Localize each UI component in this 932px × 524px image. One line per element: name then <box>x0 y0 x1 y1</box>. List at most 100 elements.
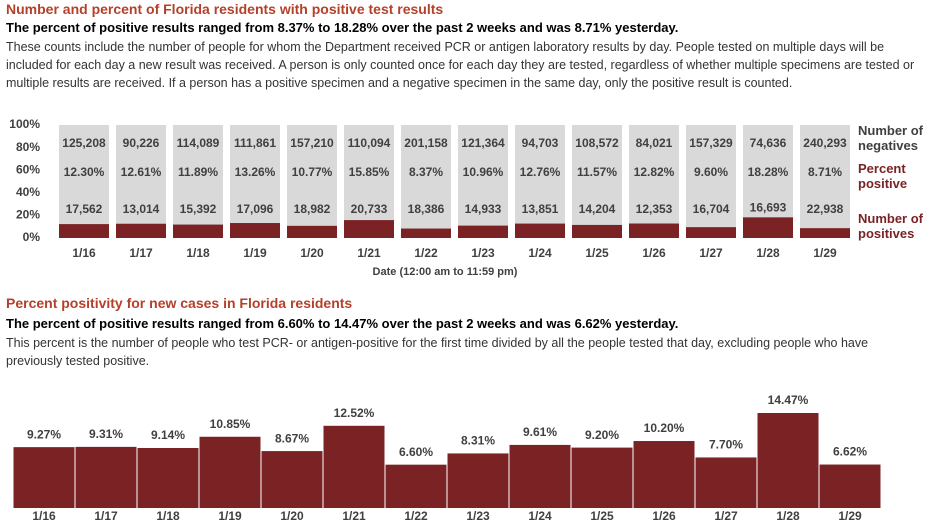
bar-background <box>173 125 223 238</box>
positives-label: 16,693 <box>750 201 787 215</box>
chart-title: Percent positivity for new cases in Flor… <box>6 295 353 311</box>
chart-title: Number and percent of Florida residents … <box>6 1 444 17</box>
y-tick-label: 20% <box>16 208 40 222</box>
positives-label: 17,096 <box>237 202 274 216</box>
x-tick-label: 1/17 <box>94 509 118 523</box>
x-tick-label: 1/27 <box>714 509 738 523</box>
x-tick-label: 1/29 <box>838 509 862 523</box>
bar <box>757 413 819 508</box>
percent-label: 9.60% <box>694 165 728 179</box>
value-label: 9.20% <box>585 428 619 442</box>
bar-background <box>572 125 622 238</box>
value-label: 14.47% <box>768 393 809 407</box>
percent-label: 18.28% <box>748 165 789 179</box>
bar <box>695 457 757 508</box>
chart-description: These counts include the number of peopl… <box>6 40 915 90</box>
positives-label: 13,014 <box>123 202 160 216</box>
bar <box>230 223 280 238</box>
x-tick-label: 1/26 <box>642 246 666 260</box>
x-tick-label: 1/16 <box>72 246 96 260</box>
x-tick-label: 1/28 <box>756 246 780 260</box>
bar-background <box>629 125 679 238</box>
bar-background <box>515 125 565 238</box>
bar <box>401 228 451 238</box>
x-tick-label: 1/23 <box>471 246 495 260</box>
bar <box>686 227 736 238</box>
percent-label: 11.57% <box>577 165 617 179</box>
x-tick-label: 1/16 <box>32 509 56 523</box>
value-label: 9.61% <box>523 425 557 439</box>
value-label: 12.52% <box>334 406 375 420</box>
percent-label: 13.26% <box>235 165 276 179</box>
bar-background <box>59 125 109 238</box>
value-label: 8.31% <box>461 434 495 448</box>
percent-label: 12.82% <box>634 165 675 179</box>
percent-label: 12.30% <box>64 165 105 179</box>
positives-label: 22,938 <box>807 202 844 216</box>
positives-label: 13,851 <box>522 202 559 216</box>
x-tick-label: 1/21 <box>357 246 381 260</box>
bar <box>75 446 137 508</box>
negatives-label: 110,094 <box>348 136 391 150</box>
bar <box>287 225 337 238</box>
bar <box>743 217 793 238</box>
x-tick-label: 1/29 <box>813 246 837 260</box>
value-label: 8.67% <box>275 431 309 445</box>
x-tick-label: 1/27 <box>699 246 723 260</box>
bar <box>629 223 679 238</box>
legend-entry: Number of positives <box>858 211 923 241</box>
negatives-label: 157,210 <box>290 136 334 150</box>
bar-background <box>401 125 451 238</box>
value-label: 9.31% <box>89 427 123 441</box>
chart-subtitle: The percent of positive results ranged f… <box>6 316 679 331</box>
positives-label: 17,562 <box>66 202 103 216</box>
x-tick-label: 1/25 <box>590 509 614 523</box>
value-label: 10.20% <box>644 421 685 435</box>
percent-label: 8.37% <box>409 165 443 179</box>
bar <box>344 220 394 238</box>
bar-background <box>686 125 736 238</box>
negatives-label: 90,226 <box>123 136 160 150</box>
negatives-label: 84,021 <box>636 136 673 150</box>
bar <box>137 447 199 508</box>
x-tick-label: 1/25 <box>585 246 609 260</box>
positives-label: 20,733 <box>351 202 388 216</box>
value-label: 10.85% <box>210 417 251 431</box>
positives-label: 16,704 <box>693 202 730 216</box>
legend-entry: Number of negatives <box>858 123 923 153</box>
bar <box>173 224 223 238</box>
bar <box>59 224 109 238</box>
negatives-label: 94,703 <box>522 136 559 150</box>
bar <box>458 225 508 238</box>
bar <box>323 425 385 508</box>
value-label: 6.60% <box>399 445 433 459</box>
positives-label: 18,982 <box>294 202 331 216</box>
bar-background <box>344 125 394 238</box>
x-tick-label: 1/20 <box>300 246 324 260</box>
negatives-label: 74,636 <box>750 136 787 150</box>
chart-subtitle: The percent of positive results ranged f… <box>6 20 679 35</box>
negatives-label: 240,293 <box>803 136 847 150</box>
value-label: 6.62% <box>833 445 867 459</box>
bar <box>800 228 850 238</box>
x-tick-label: 1/22 <box>404 509 428 523</box>
percent-label: 15.85% <box>349 165 390 179</box>
value-label: 7.70% <box>709 438 743 452</box>
x-tick-label: 1/17 <box>129 246 153 260</box>
negatives-label: 201,158 <box>404 136 448 150</box>
negatives-label: 108,572 <box>575 136 619 150</box>
negatives-label: 125,208 <box>62 136 106 150</box>
x-tick-label: 1/28 <box>776 509 800 523</box>
bar <box>515 223 565 238</box>
bar <box>819 464 881 508</box>
bar-background <box>458 125 508 238</box>
bar-background <box>800 125 850 238</box>
bar <box>633 441 695 508</box>
y-tick-label: 0% <box>23 230 41 244</box>
x-tick-label: 1/20 <box>280 509 304 523</box>
x-tick-label: 1/18 <box>186 246 210 260</box>
negatives-label: 111,861 <box>234 136 276 150</box>
bar <box>447 453 509 508</box>
x-tick-label: 1/19 <box>243 246 267 260</box>
y-tick-label: 40% <box>16 185 40 199</box>
